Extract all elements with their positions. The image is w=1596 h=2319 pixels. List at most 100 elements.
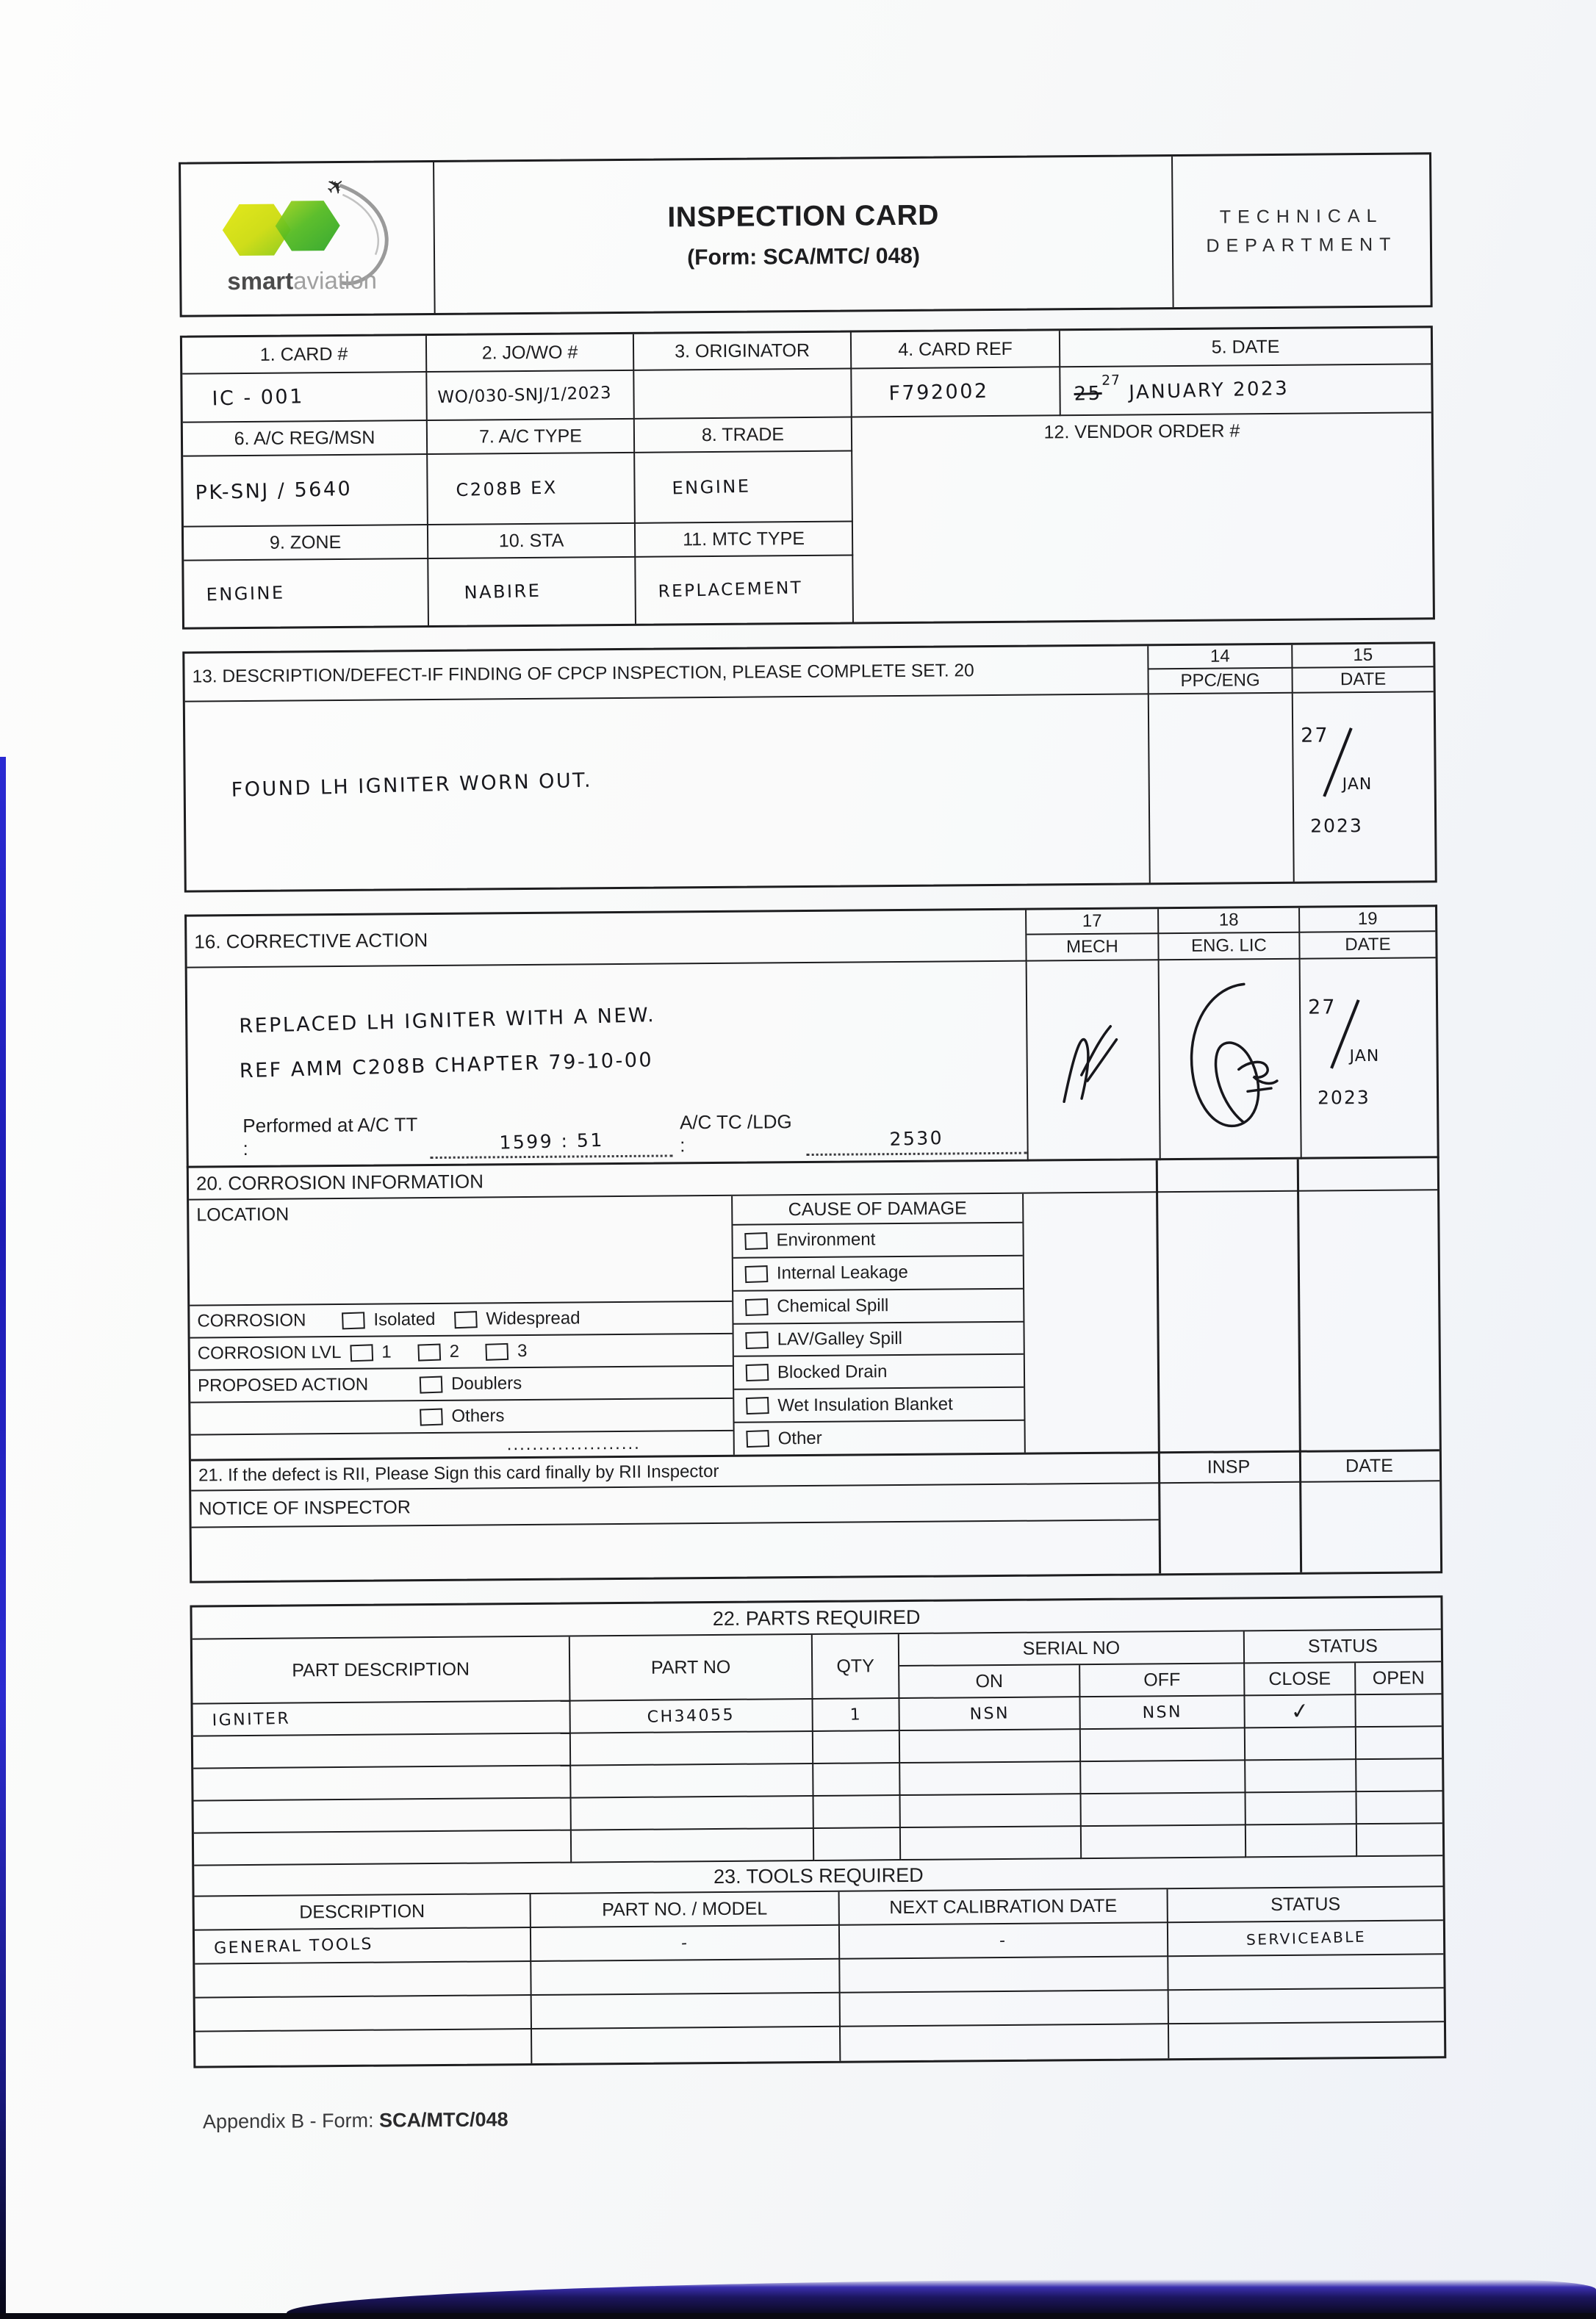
- cause-of-damage-panel: CAUSE OF DAMAGE Environment Internal Lea…: [733, 1193, 1026, 1455]
- ac-reg-value: PK-SNJ / 5640: [183, 455, 428, 528]
- tool-description-header: DESCRIPTION: [194, 1894, 531, 1931]
- form-header: ✈ smartaviation INSPECTION CARD (Form: S…: [179, 152, 1433, 317]
- inspection-card-form: ✈ smartaviation INSPECTION CARD (Form: S…: [179, 152, 1447, 2133]
- section-13-description: 13. DESCRIPTION/DEFECT-IF FINDING OF CPC…: [182, 641, 1437, 893]
- status-close-value: ✓: [1245, 1695, 1356, 1729]
- part-description-value: IGNITER: [193, 1701, 571, 1737]
- form-title: INSPECTION CARD: [667, 199, 939, 233]
- zone-value: ENGINE: [184, 559, 429, 628]
- logo-swoosh: [339, 183, 389, 285]
- wet-insulation-checkbox: [745, 1397, 769, 1415]
- col18-label: ENG. LIC: [1159, 932, 1301, 961]
- col18-number: 18: [1159, 907, 1301, 935]
- cause-row-internal-leakage: Internal Leakage: [733, 1256, 1024, 1292]
- notice-of-inspector-label: NOTICE OF INSPECTOR: [191, 1484, 1159, 1528]
- form-number: (Form: SCA/MTC/ 048): [687, 243, 921, 270]
- widespread-label: Widespread: [486, 1308, 580, 1329]
- lav-galley-label: LAV/Galley Spill: [777, 1329, 903, 1350]
- section16-date-area: 27 JAN 2023: [1301, 958, 1437, 1159]
- cause-row-chemical-spill: Chemical Spill: [733, 1289, 1024, 1325]
- section-20-corrosion: 20. CORROSION INFORMATION LOCATION CORRO…: [186, 1156, 1443, 1583]
- other-checkbox: [746, 1430, 770, 1448]
- others-checkbox: [420, 1408, 443, 1426]
- corrosion-blank-columns: [1024, 1190, 1439, 1452]
- card-ref-label: 4. CARD REF: [851, 331, 1061, 370]
- tool-status-header: STATUS: [1168, 1887, 1443, 1924]
- col17-number: 17: [1027, 909, 1160, 935]
- section-16-corrective-action: 16. CORRECTIVE ACTION 17 18 19 MECH ENG.…: [184, 905, 1439, 1168]
- date-correction: 27: [1101, 372, 1121, 389]
- cause-row-environment: Environment: [733, 1223, 1023, 1259]
- trade-value: ENGINE: [635, 451, 853, 524]
- zone-label: 9. ZONE: [183, 525, 429, 561]
- corrosion-lvl-label: CORROSION LVL: [197, 1342, 342, 1364]
- col14-label: PPC/ENG: [1149, 668, 1293, 695]
- department-cell: TECHNICAL DEPARTMENT: [1173, 154, 1431, 307]
- environment-checkbox: [744, 1232, 768, 1251]
- tc-ldg-value: 2530: [889, 1126, 944, 1150]
- wet-insulation-label: Wet Insulation Blanket: [777, 1394, 953, 1416]
- tool-status-value: SERVICEABLE: [1168, 1921, 1444, 1957]
- card-number-label: 1. CARD #: [181, 336, 428, 375]
- serial-off-value: NSN: [1080, 1696, 1245, 1730]
- mech-signature: [1063, 1025, 1118, 1104]
- chemical-spill-label: Chemical Spill: [777, 1295, 889, 1317]
- info-table: 1. CARD # 2. JO/WO # 3. ORIGINATOR 4. CA…: [179, 326, 1435, 630]
- doublers-checkbox: [419, 1376, 443, 1394]
- date-crossed-out: 25: [1074, 382, 1103, 406]
- vendor-order-label: 12. VENDOR ORDER #: [1043, 420, 1240, 443]
- chemical-spill-checkbox: [744, 1298, 769, 1316]
- location-label: LOCATION: [196, 1204, 290, 1226]
- col15-number: 15: [1293, 644, 1434, 669]
- cause-row-wet-insulation: Wet Insulation Blanket: [734, 1388, 1024, 1423]
- col19-number: 19: [1300, 907, 1436, 933]
- ac-tt-dotted-line: 1599 : 51: [430, 1129, 673, 1160]
- section13-label: 13. DESCRIPTION/DEFECT-IF FINDING OF CPC…: [184, 646, 1149, 702]
- others-dotted-line: .....................: [190, 1429, 733, 1459]
- originator-label: 3. ORIGINATOR: [633, 332, 852, 371]
- eng-lic-sign-area: [1159, 959, 1302, 1161]
- date-year: 2023: [1310, 815, 1363, 837]
- defect-description-area: FOUND LH IGNITER WORN OUT.: [184, 694, 1151, 891]
- logo-hexagon-yellow: [222, 204, 291, 256]
- environment-label: Environment: [776, 1229, 876, 1251]
- corrosion-left-panel: LOCATION CORROSION Isolated Widespread C…: [189, 1196, 735, 1459]
- company-logo: ✈ smartaviation: [181, 162, 436, 315]
- form-title-cell: INSPECTION CARD (Form: SCA/MTC/ 048): [434, 157, 1174, 313]
- performed-at-line: Performed at A/C TT : 1599 : 51 A/C TC /…: [240, 1109, 1027, 1160]
- ac-type-value: C208B EX: [428, 453, 636, 526]
- trade-label: 8. TRADE: [634, 417, 853, 453]
- level1-label: 1: [381, 1342, 392, 1362]
- sta-label: 10. STA: [428, 523, 636, 560]
- date-label: 5. DATE: [1060, 328, 1431, 368]
- brand-smart: smart: [227, 267, 293, 295]
- logo-plane-icon: ✈: [321, 172, 351, 202]
- tc-ldg-label: A/C TC /LDG :: [679, 1110, 792, 1157]
- parts-and-tools-table: 22. PARTS REQUIRED PART DESCRIPTION PART…: [190, 1595, 1447, 2068]
- internal-leakage-checkbox: [744, 1265, 769, 1283]
- date-value: 2527 JANUARY 2023: [1060, 364, 1431, 417]
- footer-form-number: SCA/MTC/048: [378, 2108, 508, 2132]
- date-day: 27: [1307, 996, 1337, 1019]
- col15-label: DATE: [1293, 667, 1434, 694]
- cause-row-other: Other: [735, 1421, 1024, 1455]
- smartaviation-logo-icon: ✈ smartaviation: [222, 172, 389, 295]
- corrective-action-area: REPLACED LH IGNITER WITH A NEW. REF AMM …: [187, 961, 1029, 1168]
- others-row: Others: [190, 1397, 733, 1434]
- sta-value: NABIRE: [428, 557, 636, 626]
- location-blank-area: [189, 1226, 732, 1305]
- svg-text:smartaviation: smartaviation: [227, 266, 377, 295]
- tc-ldg-dotted-line: 2530: [806, 1126, 1027, 1157]
- col14-number: 14: [1149, 644, 1293, 670]
- isolated-label: Isolated: [373, 1309, 436, 1330]
- cause-of-damage-label: CAUSE OF DAMAGE: [733, 1193, 1023, 1226]
- next-calibration-value: -: [839, 1923, 1169, 1960]
- dept-line2: DEPARTMENT: [1206, 234, 1398, 256]
- date-month: JAN: [1349, 1046, 1380, 1066]
- insp-header: INSP: [1157, 1452, 1300, 1484]
- eng-lic-signature: [1190, 982, 1279, 1128]
- level3-label: 3: [517, 1341, 528, 1362]
- scan-edge-blue-strip: [0, 757, 6, 2319]
- part-no-value: CH34055: [570, 1699, 813, 1734]
- blocked-drain-label: Blocked Drain: [777, 1362, 888, 1383]
